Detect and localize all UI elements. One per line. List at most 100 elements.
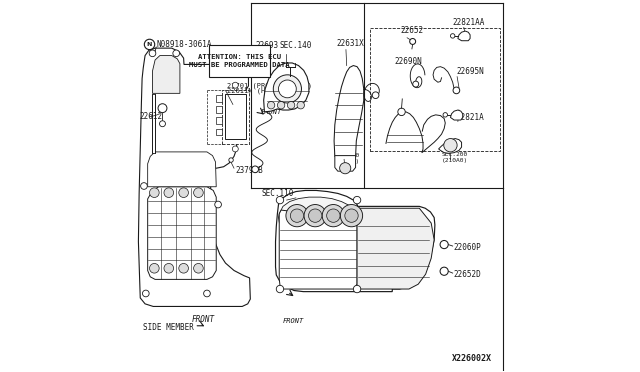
Circle shape [353,196,361,204]
Polygon shape [335,155,356,171]
Circle shape [413,81,419,87]
Text: FRONT: FRONT [283,318,304,324]
Circle shape [149,50,156,57]
Circle shape [286,205,308,227]
Polygon shape [438,138,461,153]
Text: SEC.200: SEC.200 [334,153,360,158]
Text: X226002X: X226002X [452,354,492,363]
Polygon shape [278,197,356,234]
Text: FRONT: FRONT [260,109,282,115]
Polygon shape [357,208,434,289]
Circle shape [304,205,326,227]
Circle shape [440,267,448,275]
Polygon shape [138,48,250,307]
Circle shape [398,108,405,116]
Polygon shape [279,210,357,289]
Bar [216,118,222,124]
Circle shape [179,263,188,273]
Circle shape [150,263,159,273]
Circle shape [410,38,415,44]
Text: (B0010): (B0010) [334,159,360,164]
Circle shape [451,34,455,38]
Circle shape [453,87,460,94]
Circle shape [143,290,149,297]
Circle shape [204,290,211,297]
Text: 22690N: 22690N [395,57,422,65]
Circle shape [215,201,221,208]
Bar [370,29,500,151]
Polygon shape [334,65,364,156]
Circle shape [164,188,173,198]
Text: 22612: 22612 [139,112,163,121]
Polygon shape [451,110,463,120]
Text: 22821A: 22821A [456,113,484,122]
Circle shape [159,121,166,127]
Circle shape [345,209,358,222]
Text: 23701 (PROGRAM INFO): 23701 (PROGRAM INFO) [227,83,312,89]
Circle shape [268,102,275,109]
Circle shape [229,158,233,162]
Circle shape [297,102,305,109]
Polygon shape [276,190,435,292]
Circle shape [278,80,296,98]
Text: ATTENTION: THIS ECU
MUST BE PROGRAMMED DATA: ATTENTION: THIS ECU MUST BE PROGRAMMED D… [189,54,290,68]
Text: 22652: 22652 [401,26,424,35]
Circle shape [145,39,155,49]
Circle shape [194,263,204,273]
Circle shape [353,285,361,293]
Polygon shape [152,55,180,93]
Polygon shape [264,63,309,112]
Text: 23790B: 23790B [236,166,263,175]
Circle shape [308,209,322,222]
Circle shape [291,209,304,222]
Bar [216,106,222,113]
Polygon shape [152,94,155,153]
Circle shape [141,183,147,189]
Circle shape [443,113,447,117]
Circle shape [276,196,284,204]
Circle shape [340,163,351,174]
Circle shape [287,102,295,109]
Circle shape [322,205,344,227]
Circle shape [340,205,363,227]
Circle shape [150,188,159,198]
Bar [225,94,246,139]
Circle shape [232,82,238,88]
Circle shape [444,138,457,152]
Text: FRONT: FRONT [192,315,215,324]
Text: 22060P: 22060P [453,243,481,251]
Text: N08918-3061A: N08918-3061A [156,40,212,49]
Circle shape [158,104,167,113]
Polygon shape [148,152,216,187]
Bar [222,90,249,144]
Circle shape [179,188,188,198]
Text: N: N [147,42,152,47]
Bar [216,129,222,135]
Bar [216,95,222,102]
Circle shape [194,188,204,198]
Text: SEC.140: SEC.140 [280,41,312,49]
Circle shape [164,263,173,273]
Polygon shape [458,31,470,41]
Text: SIDE MEMBER: SIDE MEMBER [143,323,194,332]
Circle shape [440,240,448,248]
Polygon shape [148,187,216,279]
Text: 22611N (HARDWARE): 22611N (HARDWARE) [227,87,299,94]
Circle shape [252,166,259,173]
Text: 22631X: 22631X [337,39,364,48]
Text: 22821AA: 22821AA [452,18,485,28]
FancyBboxPatch shape [209,45,270,77]
Circle shape [372,92,379,99]
Text: SEC.200: SEC.200 [442,152,468,157]
Text: SEC.110: SEC.110 [262,189,294,198]
Circle shape [326,209,340,222]
Circle shape [232,146,238,152]
Circle shape [173,50,180,57]
Text: 22693: 22693 [255,41,278,49]
Text: 22695N: 22695N [456,67,484,76]
Text: 22652D: 22652D [453,270,481,279]
Text: (210A0): (210A0) [442,158,468,163]
Circle shape [276,285,284,293]
Circle shape [277,102,285,109]
Circle shape [273,75,301,103]
